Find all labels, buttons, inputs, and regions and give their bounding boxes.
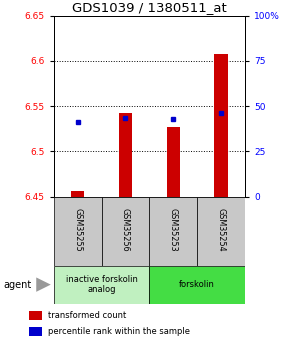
- Text: transformed count: transformed count: [48, 311, 126, 320]
- Bar: [71, 191, 84, 197]
- Bar: [54, 266, 149, 304]
- Text: GSM35254: GSM35254: [217, 208, 226, 252]
- Text: forskolin: forskolin: [179, 280, 215, 289]
- Text: inactive forskolin
analog: inactive forskolin analog: [66, 275, 137, 294]
- Bar: [214, 55, 228, 197]
- Bar: [54, 197, 102, 266]
- Bar: [102, 197, 149, 266]
- Bar: [149, 266, 245, 304]
- Text: GSM35255: GSM35255: [73, 208, 82, 252]
- Bar: [149, 197, 197, 266]
- Text: percentile rank within the sample: percentile rank within the sample: [48, 327, 190, 336]
- Text: GSM35253: GSM35253: [169, 208, 178, 252]
- Polygon shape: [36, 277, 51, 292]
- Title: GDS1039 / 1380511_at: GDS1039 / 1380511_at: [72, 1, 227, 14]
- Bar: [197, 197, 245, 266]
- Bar: [119, 113, 132, 197]
- Text: agent: agent: [3, 280, 31, 289]
- Text: GSM35256: GSM35256: [121, 208, 130, 252]
- Bar: [166, 127, 180, 197]
